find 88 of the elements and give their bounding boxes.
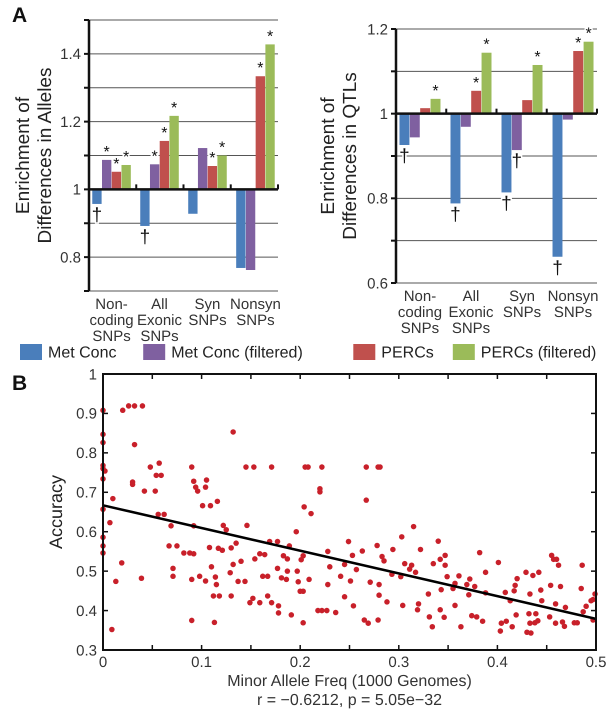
bar [198,148,208,190]
data-label: † [450,204,461,226]
x-tick-label: Nonsyn SNPs [548,288,598,321]
y-tick-label: 1 [380,106,388,123]
bar [188,189,198,214]
bar [112,172,122,190]
data-label: * [266,28,274,46]
y-tick-label: 0.8 [76,445,97,462]
legend-label: PERCs (filtered) [480,344,596,362]
x-tick-label: Syn SNPs [502,288,542,321]
x-tick-label: All Exonic SNPs [137,296,183,345]
data-label: * [113,156,120,173]
x-tick-label: Non-coding SNPs [398,288,442,337]
bar [410,114,420,138]
bar [482,52,492,114]
bar [502,114,512,192]
data-label: † [552,258,563,279]
bar [160,140,170,190]
text: r = −0.6212, p = 5.05e−32 [256,692,442,709]
bar [471,90,482,114]
bar [584,42,594,114]
data-label: * [161,124,168,142]
y-tick-label: 1.4 [60,46,81,64]
data-label: * [432,82,439,100]
y-tick-label: 0.6 [76,524,97,541]
bar [208,166,218,190]
x-tick-label: 0.3 [388,654,410,671]
data-label: * [483,36,490,54]
bar [256,76,265,190]
legend-label: Met Conc (filtered) [171,344,303,362]
legend-label: Met Conc [48,344,116,362]
y-tick-label: 1.2 [367,21,388,38]
bar [121,164,131,190]
y-axis-title: Accuracy [46,474,66,550]
bar [140,189,150,226]
bar [512,114,522,150]
y-axis-title: Enrichment of Differences in QTLs [318,72,361,240]
bar [573,51,584,114]
data-label: * [257,60,264,78]
data-label: † [140,226,150,248]
y-tick-label: 0.9 [76,406,97,423]
data-label: * [218,140,226,156]
x-tick-label: All Exonic SNPs [448,288,494,337]
bar [169,116,179,190]
data-label: * [171,100,178,117]
x-tick-label: Non-coding SNPs [89,296,134,345]
x-tick-label: 0.4 [486,654,508,671]
chart-title: B [12,372,28,395]
x-tick-label: Nonsyn SNPs [230,296,281,329]
bar [450,114,460,204]
bar [552,114,562,257]
y-tick-label: 1.2 [60,114,81,131]
y-axis-title: Enrichment of Differences in Alleles [13,67,56,244]
x-tick-label: 0.1 [191,654,212,671]
bar [246,189,256,270]
data-label: † [92,204,102,226]
data-label: * [473,74,480,92]
data-label: * [575,35,582,52]
bar [265,44,275,190]
x-tick-label: 0.2 [290,654,311,671]
y-tick-label: 0.6 [367,275,388,292]
data-label: † [512,151,522,172]
data-label: * [104,144,110,161]
bar [102,160,112,190]
y-tick-label: 0.7 [76,484,97,502]
legend-label: PERCs [381,344,434,362]
bar [236,189,246,268]
y-tick-label: 1 [88,366,97,384]
bar [430,98,440,114]
y-tick-label: 0.3 [76,642,97,660]
bar [399,114,410,145]
data-label: † [501,193,512,214]
chart-title: A [12,4,28,27]
y-tick-label: 0.5 [76,563,97,580]
bar [522,100,532,114]
x-tick-label: 0 [98,654,108,671]
bar [150,164,160,190]
bar [532,64,543,114]
data-label: * [585,26,592,43]
x-tick-label: Syn SNPs [188,296,227,329]
y-tick-label: 0.8 [367,190,388,208]
x-tick-label: 0.5 [586,654,606,671]
y-tick-label: 0.4 [76,602,97,620]
x-axis-title: Minor Allele Freq (1000 Genomes) [227,673,472,690]
y-tick-label: 0.8 [60,249,81,266]
data-label: * [534,48,541,66]
y-tick-label: 1 [72,182,81,199]
bar [217,156,227,190]
